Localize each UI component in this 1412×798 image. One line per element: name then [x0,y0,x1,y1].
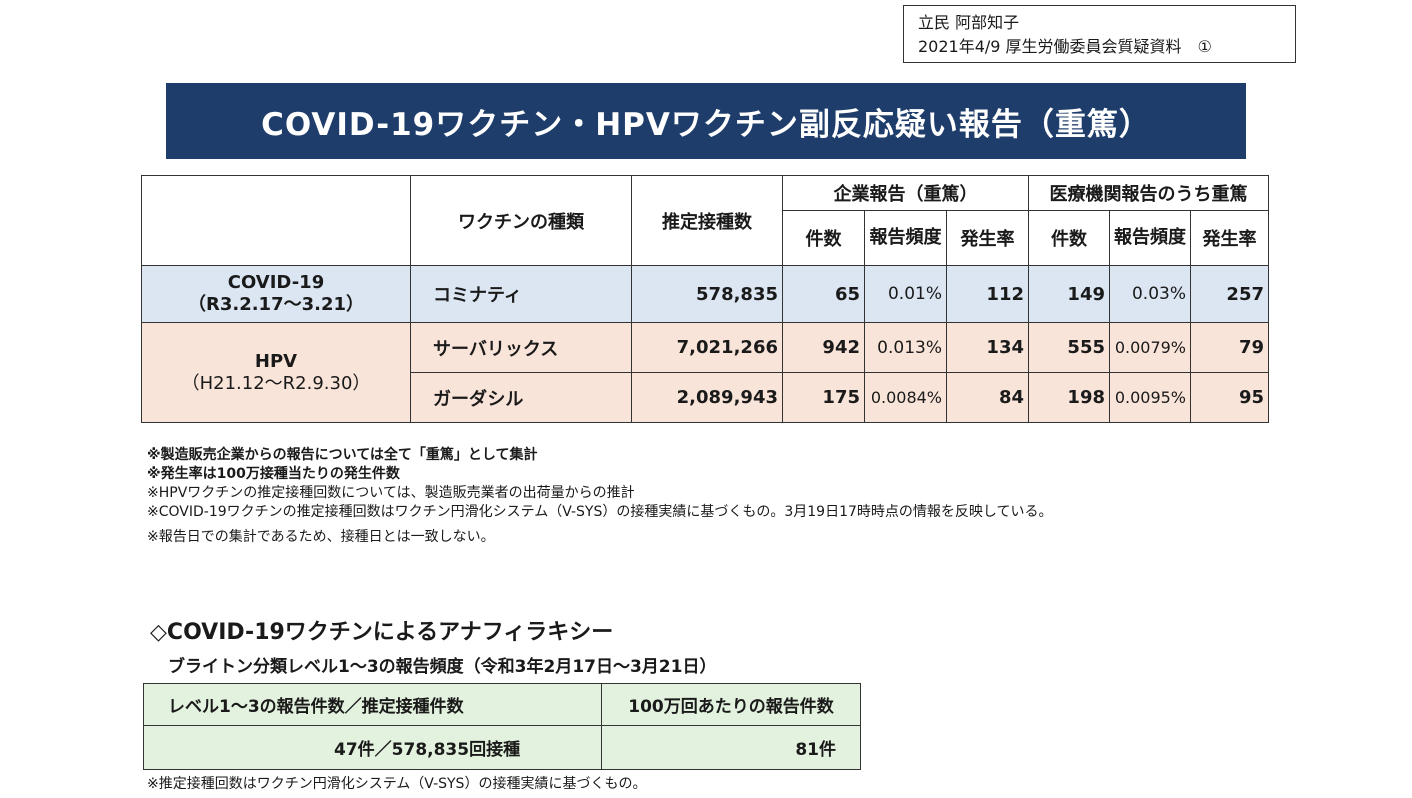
anaphylaxis-footnote: ※推定接種回数はワクチン円滑化システム（V-SYS）の接種実績に基づくもの。 [147,776,647,792]
covid-medical-rate: 257 [1190,265,1269,323]
author-box: 立民 阿部知子 2021年4/9 厚生労働委員会質疑資料 ① [903,5,1296,63]
anaphylaxis-col2-value: 81件 [601,725,861,770]
header-medical-rate: 発生率 [1190,210,1269,266]
gardasil-medical-rate: 95 [1190,372,1269,423]
covid-medical-count: 149 [1028,265,1110,323]
header-medical-freq: 報告頻度 [1109,210,1191,266]
header-estimated-doses: 推定接種数 [631,175,783,266]
covid-period: （R3.2.17〜3.21） [187,294,365,315]
covid-medical-freq: 0.03% [1109,265,1191,323]
hpv-label-cell: HPV （H21.12〜R2.9.30） [141,322,411,423]
note-item: ※発生率は100万接種当たりの発生件数 [147,466,400,482]
header-company-count: 件数 [782,210,865,266]
hpv-period: （H21.12〜R2.9.30） [181,372,371,394]
table-row-gardasil: ガーダシル 2,089,943 175 0.0084% 84 198 0.009… [142,372,1269,423]
header-vaccine-type: ワクチンの種類 [410,175,632,266]
gardasil-medical-count: 198 [1028,372,1110,423]
anaphylaxis-col2-header: 100万回あたりの報告件数 [601,683,861,726]
note-item: ※COVID-19ワクチンの推定接種回数はワクチン円滑化システム（V-SYS）の… [147,504,1053,520]
author-name: 立民 阿部知子 [918,13,1020,32]
cervarix-medical-count: 555 [1028,322,1110,373]
gardasil-company-count: 175 [782,372,865,423]
anaphylaxis-table: レベル1〜3の報告件数／推定接種件数 100万回あたりの報告件数 47件／578… [143,683,861,770]
note-item: ※製造販売企業からの報告については全て「重篤」として集計 [147,447,538,463]
note-item: ※報告日での集計であるため、接種日とは一致しない。 [147,529,495,545]
table-row-covid: COVID-19 （R3.2.17〜3.21） コミナティ 578,835 65… [141,265,1269,323]
header-medical-report: 医療機関報告のうち重篤 [1028,175,1269,211]
covid-doses: 578,835 [631,265,783,323]
anaphylaxis-title: ◇COVID-19ワクチンによるアナフィラキシー [150,620,614,645]
page-title: COVID-19ワクチン・HPVワクチン副反応疑い報告（重篤） [166,83,1246,159]
header-company-freq: 報告頻度 [864,210,947,266]
covid-company-count: 65 [782,265,865,323]
table-row-cervarix: HPV （H21.12〜R2.9.30） サーバリックス 7,021,266 9… [141,322,1269,423]
covid-company-rate: 112 [946,265,1029,323]
cervarix-company-rate: 134 [946,322,1029,373]
gardasil-company-rate: 84 [946,372,1029,423]
gardasil-doses: 2,089,943 [631,372,783,423]
covid-name: COVID-19 [227,272,325,293]
cervarix-company-freq: 0.013% [864,322,947,373]
gardasil-medical-freq: 0.0095% [1109,372,1191,423]
note-item: ※HPVワクチンの推定接種回数については、製造販売業者の出荷量からの推計 [147,485,635,501]
cervarix-medical-rate: 79 [1190,322,1269,373]
author-meeting: 2021年4/9 厚生労働委員会質疑資料 ① [918,37,1212,56]
header-medical-count: 件数 [1028,210,1110,266]
anaphylaxis-subtitle: ブライトン分類レベル1〜3の報告頻度（令和3年2月17日〜3月21日） [168,657,717,677]
header-company-report: 企業報告（重篤） [782,175,1029,211]
header-blank [141,175,411,266]
cervarix-medical-freq: 0.0079% [1109,322,1191,373]
gardasil-vaccine-name: ガーダシル [410,372,632,423]
cervarix-company-count: 942 [782,322,865,373]
hpv-name: HPV [254,350,298,372]
anaphylaxis-col1-header: レベル1〜3の報告件数／推定接種件数 [143,683,602,726]
anaphylaxis-col1-value: 47件／578,835回接種 [143,725,602,770]
covid-label-cell: COVID-19 （R3.2.17〜3.21） [141,265,411,323]
cervarix-vaccine-name: サーバリックス [410,322,632,373]
covid-vaccine-name: コミナティ [410,265,632,323]
gardasil-company-freq: 0.0084% [864,372,947,423]
header-company-rate: 発生率 [946,210,1029,266]
cervarix-doses: 7,021,266 [631,322,783,373]
notes: ※製造販売企業からの報告については全て「重篤」として集計 ※発生率は100万接種… [147,446,1052,547]
adverse-report-table: ワクチンの種類 推定接種数 企業報告（重篤） 医療機関報告のうち重篤 件数 報告… [141,175,1269,423]
covid-company-freq: 0.01% [864,265,947,323]
